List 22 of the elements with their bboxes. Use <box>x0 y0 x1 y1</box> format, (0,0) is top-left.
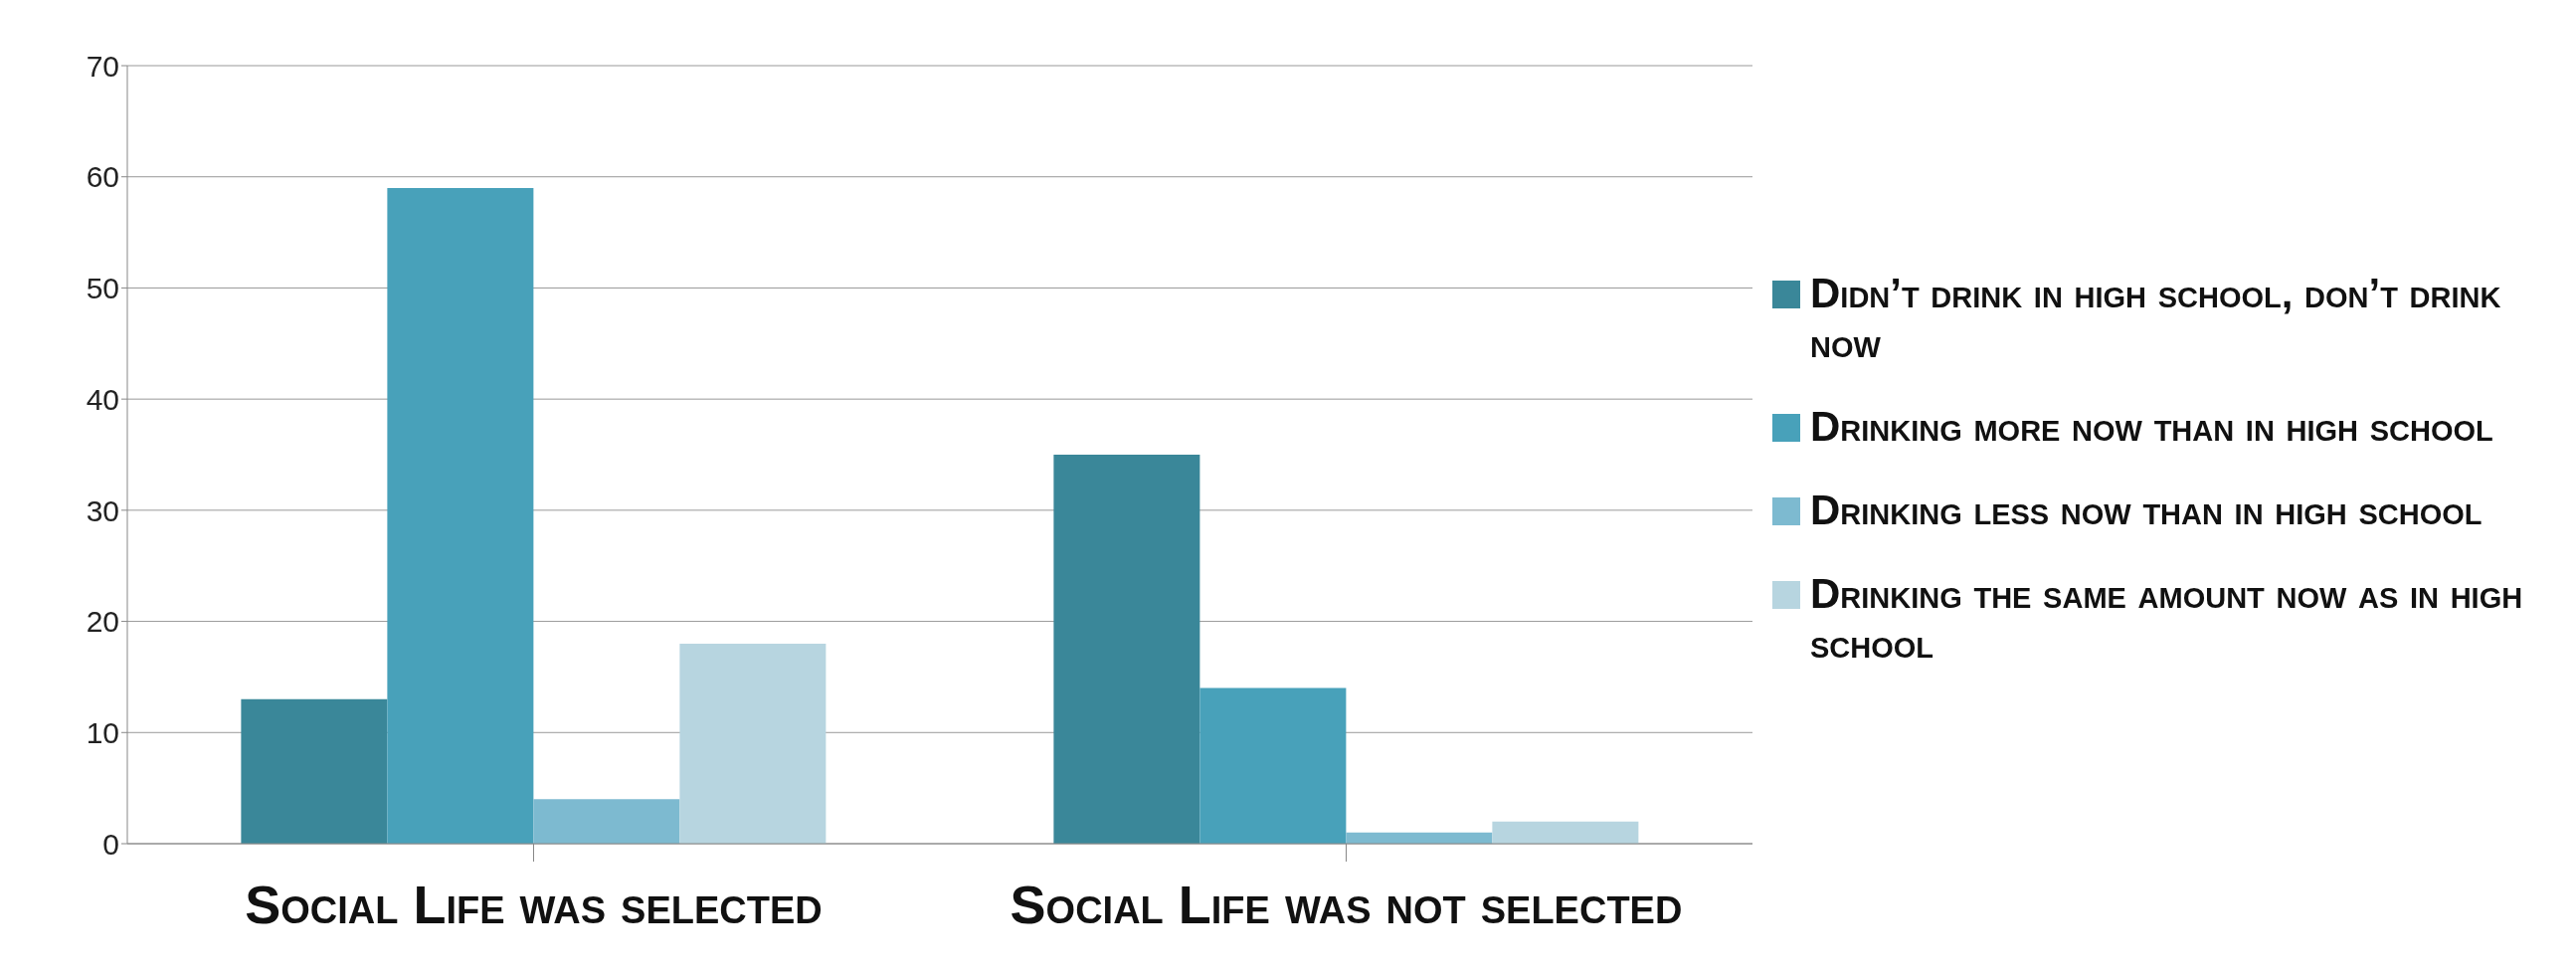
y-tick-label: 40 <box>86 382 119 416</box>
bar <box>1492 821 1639 844</box>
y-tick-label: 30 <box>86 493 119 527</box>
x-tick-label: Social Life was not selected <box>1010 875 1683 935</box>
bar <box>1053 455 1200 844</box>
legend-label: Drinking the same amount now as in high school <box>1810 569 2524 669</box>
y-tick-label: 0 <box>102 827 119 861</box>
bar <box>1199 687 1347 844</box>
bar <box>533 799 680 844</box>
legend-label: Drinking less now than in high school <box>1810 486 2484 535</box>
y-tick-label: 10 <box>86 715 119 749</box>
bar <box>679 643 827 844</box>
y-tick-label: 70 <box>86 49 119 83</box>
y-tick-label: 60 <box>86 160 119 194</box>
bar <box>1346 832 1493 844</box>
legend-label: Didn’t drink in high school, don’t drink now <box>1810 269 2502 368</box>
y-tick-label: 50 <box>86 272 119 305</box>
y-tick-label: 20 <box>86 605 119 639</box>
x-tick-label: Social Life was selected <box>245 875 823 935</box>
bar <box>241 698 388 844</box>
legend-label: Drinking more now than in high school <box>1810 402 2494 452</box>
bar <box>387 187 534 844</box>
